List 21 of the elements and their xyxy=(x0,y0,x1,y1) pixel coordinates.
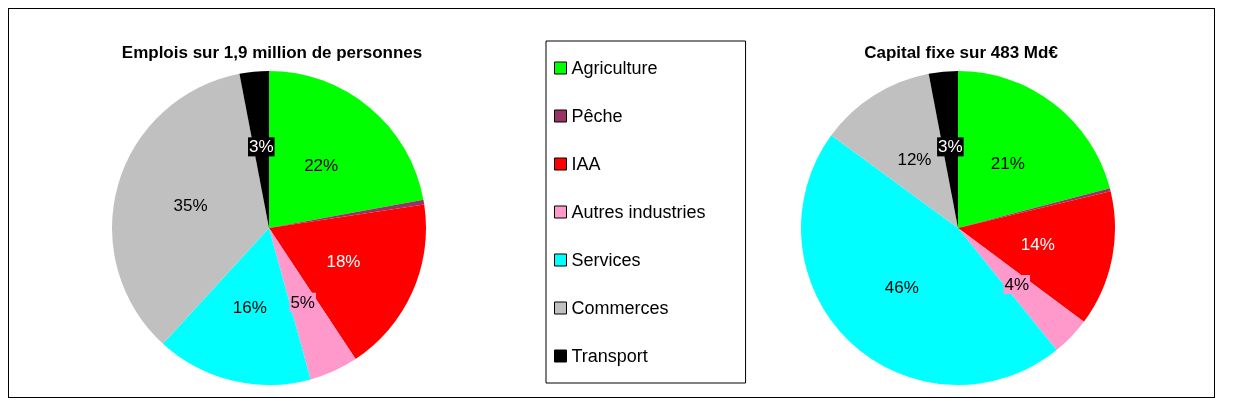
data-label: 16% xyxy=(232,297,267,317)
data-label: 14% xyxy=(1020,234,1055,254)
data-label: 5% xyxy=(290,292,315,312)
legend-label: Pêche xyxy=(571,106,623,126)
data-label: 3% xyxy=(938,137,963,157)
legend-label: Transport xyxy=(571,346,648,366)
data-label: 46% xyxy=(884,277,919,297)
data-label: 12% xyxy=(897,149,932,169)
data-label: 35% xyxy=(173,196,208,216)
legend-label: Commerces xyxy=(571,298,669,318)
slice-label: Capital fixe sur 483 Md€ xyxy=(864,43,1059,62)
data-label: 21% xyxy=(990,154,1025,173)
legend-label: Services xyxy=(571,250,641,270)
legend-label: Autres industries xyxy=(571,202,706,222)
data-label: 4% xyxy=(1004,274,1030,294)
slice-label: Emplois sur 1,9 million de personnes xyxy=(121,43,423,62)
legend-label: Agriculture xyxy=(571,58,658,78)
data-label: 3% xyxy=(249,137,274,157)
data-label: 22% xyxy=(304,155,339,175)
legend-label: IAA xyxy=(571,154,601,174)
data-label: 18% xyxy=(326,251,361,271)
